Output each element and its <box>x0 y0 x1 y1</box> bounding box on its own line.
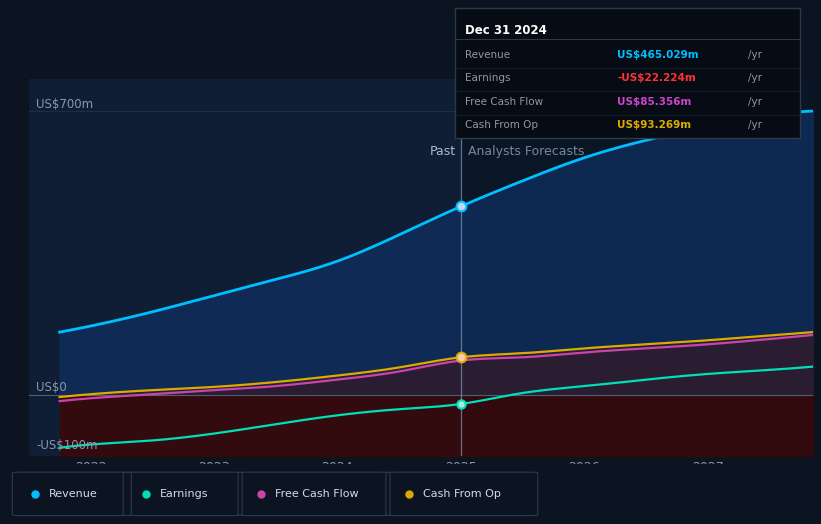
Text: /yr: /yr <box>748 73 762 83</box>
Bar <box>461 79 813 456</box>
Text: Earnings: Earnings <box>466 73 511 83</box>
Text: Free Cash Flow: Free Cash Flow <box>466 96 544 106</box>
Text: /yr: /yr <box>748 96 762 106</box>
Text: US$465.029m: US$465.029m <box>617 50 699 60</box>
Text: Earnings: Earnings <box>160 489 209 499</box>
Text: US$0: US$0 <box>36 381 67 394</box>
Text: -US$22.224m: -US$22.224m <box>617 73 696 83</box>
Text: /yr: /yr <box>748 50 762 60</box>
Text: Cash From Op: Cash From Op <box>466 120 539 130</box>
Text: Past: Past <box>430 145 456 158</box>
Text: /yr: /yr <box>748 120 762 130</box>
Text: Revenue: Revenue <box>49 489 98 499</box>
Text: Free Cash Flow: Free Cash Flow <box>275 489 359 499</box>
Text: US$93.269m: US$93.269m <box>617 120 691 130</box>
Text: US$700m: US$700m <box>36 98 94 111</box>
Text: US$85.356m: US$85.356m <box>617 96 691 106</box>
Text: -US$100m: -US$100m <box>36 439 98 452</box>
Text: Dec 31 2024: Dec 31 2024 <box>466 24 548 37</box>
Text: Revenue: Revenue <box>466 50 511 60</box>
Text: Analysts Forecasts: Analysts Forecasts <box>468 145 585 158</box>
Text: Cash From Op: Cash From Op <box>423 489 501 499</box>
Bar <box>29 79 461 456</box>
